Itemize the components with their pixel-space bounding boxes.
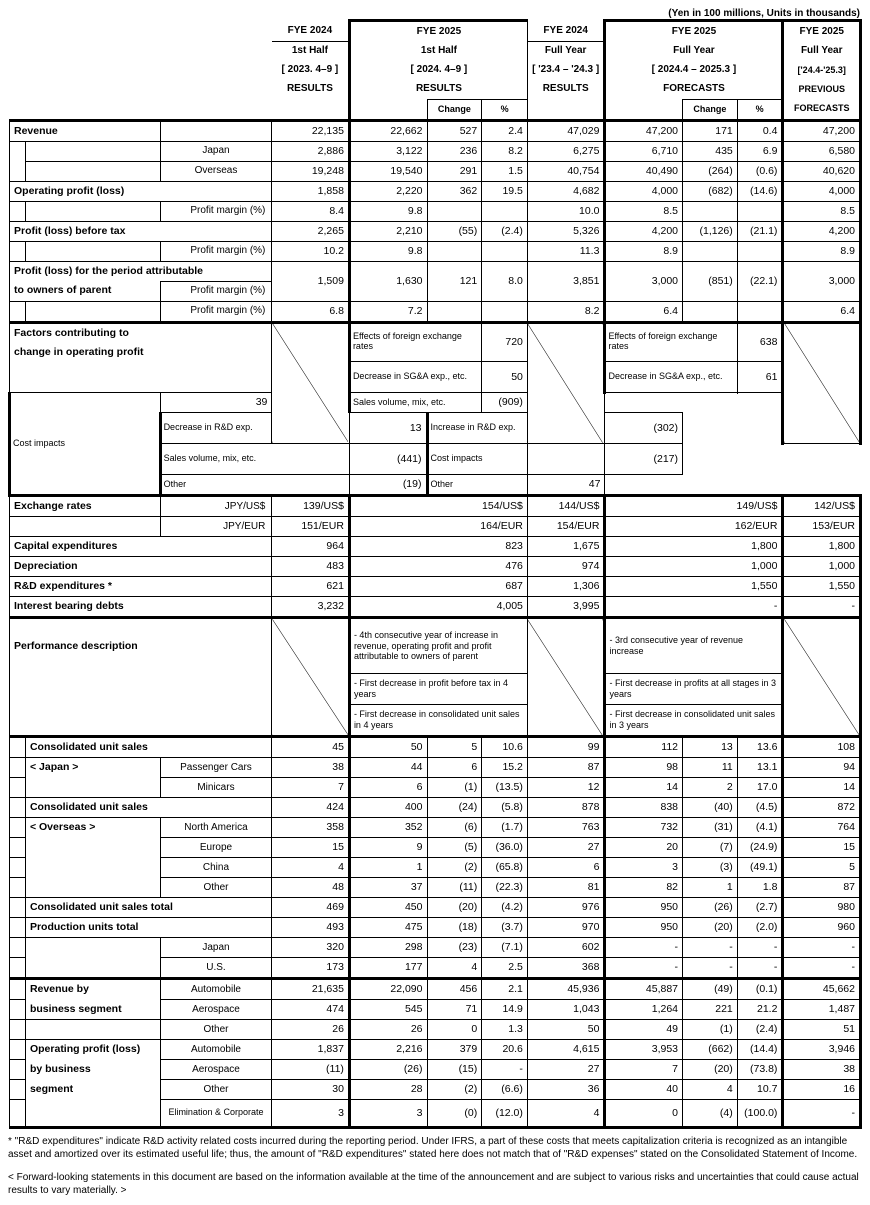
financial-table: FYE 2024FYE 2025FYE 2024FYE 2025FYE 2025… bbox=[8, 19, 862, 1129]
unit-note: (Yen in 100 millions, Units in thousands… bbox=[8, 8, 862, 19]
footnote-rd: * "R&D expenditures" indicate R&D activi… bbox=[8, 1135, 862, 1161]
footnote-forward: < Forward-looking statements in this doc… bbox=[8, 1171, 862, 1197]
